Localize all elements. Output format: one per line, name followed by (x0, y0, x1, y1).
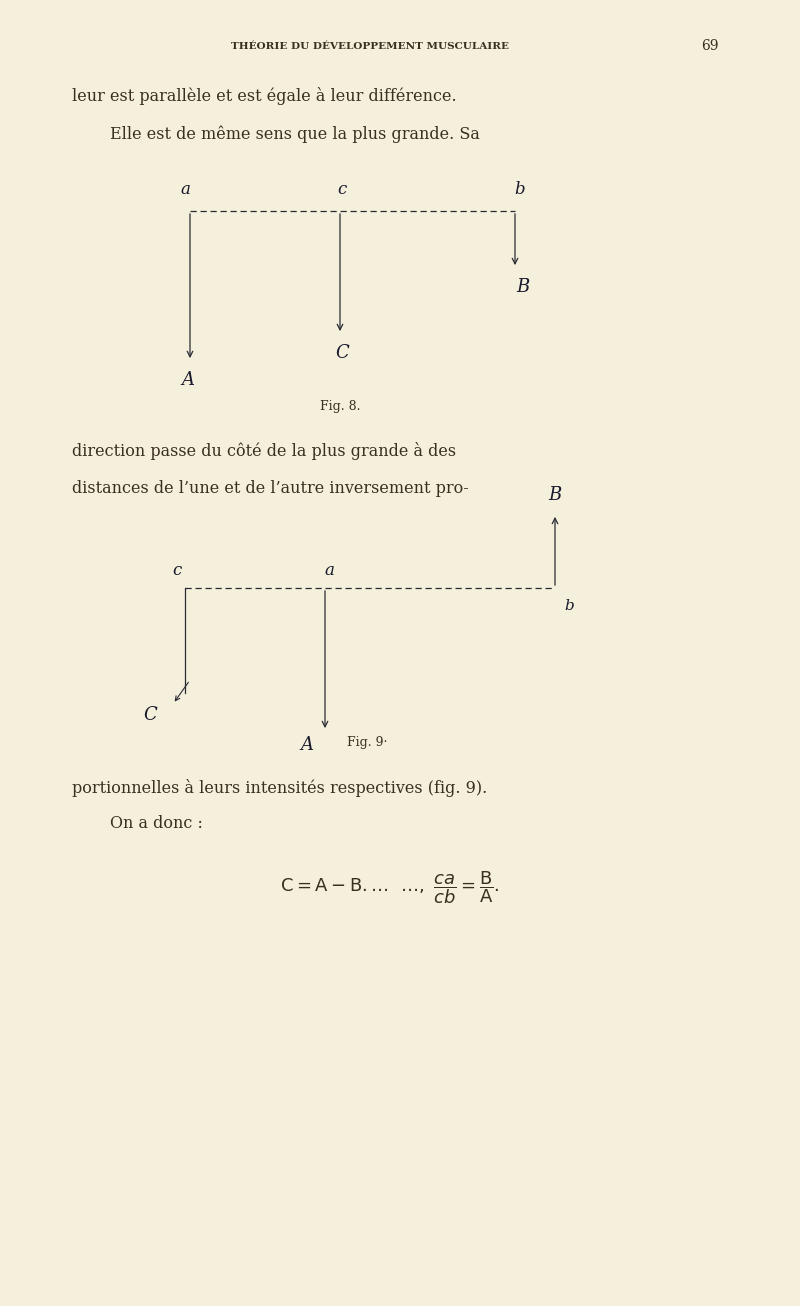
Text: portionnelles à leurs intensités respectives (fig. 9).: portionnelles à leurs intensités respect… (72, 778, 487, 797)
Text: Elle est de même sens que la plus grande. Sa: Elle est de même sens que la plus grande… (110, 125, 480, 142)
Text: b: b (564, 599, 574, 613)
Text: c: c (172, 562, 182, 579)
Text: c: c (338, 180, 346, 197)
Text: B: B (516, 278, 530, 296)
Text: THÉORIE DU DÉVELOPPEMENT MUSCULAIRE: THÉORIE DU DÉVELOPPEMENT MUSCULAIRE (231, 42, 509, 51)
Text: C: C (143, 707, 157, 724)
Text: Fig. 8.: Fig. 8. (320, 400, 360, 413)
Text: B: B (548, 486, 562, 504)
Text: distances de l’une et de l’autre inversement pro-: distances de l’une et de l’autre inverse… (72, 479, 469, 496)
Text: Fig. 9·: Fig. 9· (347, 737, 387, 750)
Text: direction passe du côté de la plus grande à des: direction passe du côté de la plus grand… (72, 441, 456, 460)
Text: $\mathrm{C = A - B.\ldots\ \ \ldots,\ }\dfrac{ca}{cb}=\dfrac{\mathrm{B}}{\mathrm: $\mathrm{C = A - B.\ldots\ \ \ldots,\ }\… (280, 870, 500, 906)
Text: a: a (180, 180, 190, 197)
Text: A: A (301, 737, 314, 754)
Text: On a donc :: On a donc : (110, 815, 203, 832)
Text: a: a (324, 562, 334, 579)
Text: leur est parallèle et est égale à leur différence.: leur est parallèle et est égale à leur d… (72, 88, 457, 104)
Text: A: A (182, 371, 194, 389)
Text: C: C (335, 343, 349, 362)
Text: 69: 69 (702, 39, 718, 54)
Text: b: b (514, 180, 526, 197)
